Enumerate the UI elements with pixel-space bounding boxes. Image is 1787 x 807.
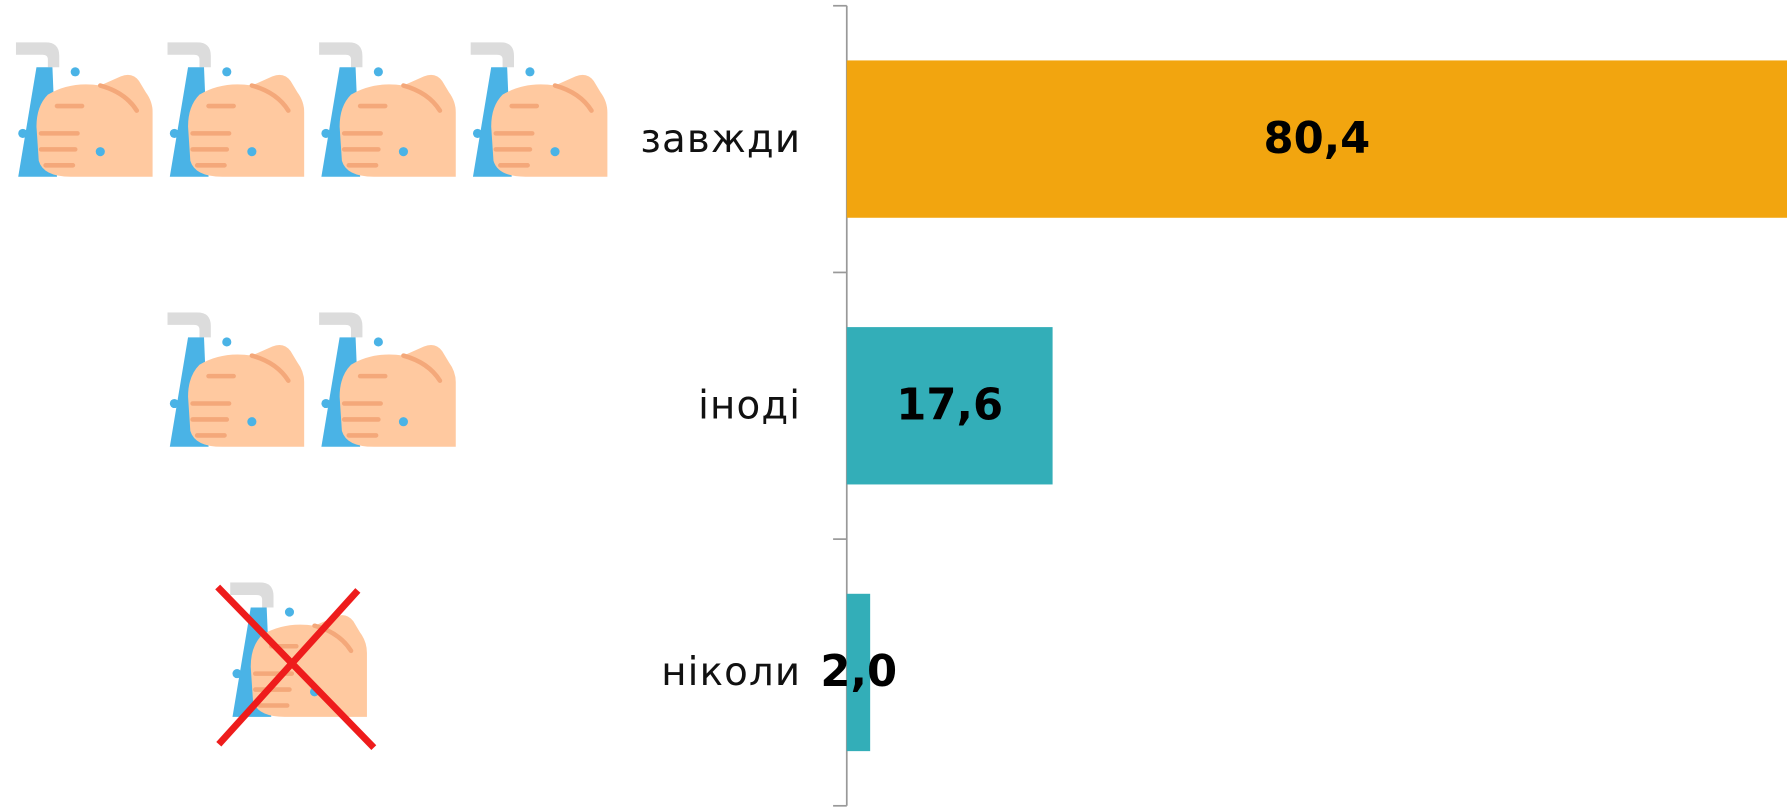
category-label: завжди <box>640 117 801 162</box>
cross <box>215 584 377 751</box>
icons <box>16 42 608 751</box>
bar <box>846 60 1787 218</box>
value-label: 2,0 <box>820 647 897 697</box>
cross <box>216 588 361 747</box>
bar <box>846 593 871 752</box>
category-label: іноді <box>698 384 801 429</box>
value-label: 80,4 <box>1263 114 1370 164</box>
icon <box>319 312 456 446</box>
value-label: 17,6 <box>896 381 1003 431</box>
icon <box>319 42 456 176</box>
bar <box>846 327 1053 485</box>
icon <box>168 42 305 176</box>
icon <box>471 42 608 176</box>
icon <box>168 312 305 446</box>
category-label: ніколи <box>661 650 801 695</box>
icon <box>16 42 153 176</box>
